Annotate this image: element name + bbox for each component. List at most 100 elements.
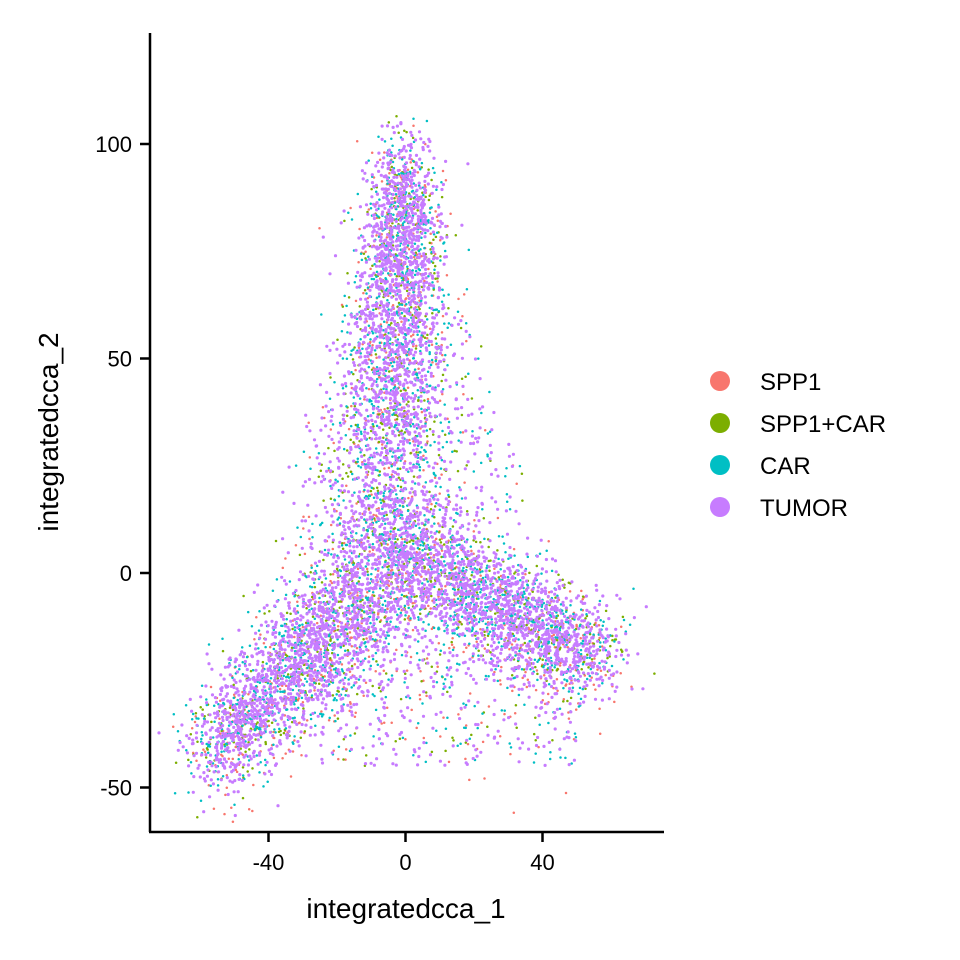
scatter-point: [355, 532, 358, 535]
scatter-point: [602, 620, 605, 623]
scatter-point: [199, 695, 203, 699]
scatter-point: [486, 455, 489, 458]
scatter-point: [329, 484, 332, 488]
scatter-point: [519, 578, 522, 582]
scatter-point: [194, 711, 198, 715]
scatter-point: [596, 668, 599, 671]
scatter-point: [291, 688, 295, 692]
scatter-point: [619, 625, 623, 629]
scatter-point: [366, 573, 370, 577]
scatter-point: [574, 708, 578, 711]
scatter-point: [432, 238, 435, 242]
scatter-point: [412, 117, 415, 121]
scatter-point: [368, 494, 372, 498]
scatter-point: [552, 643, 556, 646]
scatter-point: [456, 744, 459, 747]
scatter-point: [488, 630, 492, 633]
scatter-point: [449, 577, 453, 580]
scatter-point: [459, 431, 462, 434]
scatter-point: [434, 210, 437, 213]
scatter-point: [385, 513, 388, 517]
scatter-point: [314, 514, 318, 518]
scatter-point: [414, 625, 418, 630]
scatter-point: [189, 732, 193, 736]
scatter-point: [381, 647, 385, 651]
scatter-point: [250, 624, 254, 628]
scatter-point: [362, 291, 365, 295]
scatter-point: [598, 636, 601, 640]
scatter-point: [290, 646, 294, 650]
scatter-point: [366, 212, 370, 216]
scatter-point: [372, 611, 376, 614]
scatter-point: [432, 472, 436, 476]
scatter-point: [303, 552, 307, 556]
scatter-point: [284, 684, 288, 688]
scatter-point: [375, 660, 378, 663]
scatter-point: [416, 171, 420, 174]
scatter-point: [494, 624, 497, 627]
scatter-point: [406, 616, 410, 620]
scatter-point: [441, 373, 445, 377]
scatter-point: [520, 687, 524, 691]
scatter-point: [369, 338, 372, 341]
scatter-point: [592, 633, 595, 636]
scatter-point: [440, 187, 444, 192]
scatter-point: [443, 574, 447, 578]
scatter-point: [366, 529, 369, 533]
scatter-point: [280, 624, 283, 627]
scatter-point: [383, 140, 387, 143]
scatter-point: [439, 485, 442, 489]
scatter-point: [388, 171, 391, 175]
scatter-point: [417, 249, 421, 253]
scatter-point: [320, 710, 323, 713]
scatter-point: [414, 347, 418, 350]
scatter-point: [413, 595, 416, 599]
scatter-point: [584, 617, 587, 620]
scatter-point: [443, 629, 446, 633]
scatter-point: [430, 627, 434, 631]
scatter-point: [296, 604, 299, 608]
scatter-point: [427, 168, 430, 171]
scatter-point: [420, 410, 424, 414]
scatter-point: [464, 741, 468, 744]
scatter-point: [206, 751, 210, 755]
scatter-point: [378, 470, 382, 473]
scatter-point: [528, 639, 531, 643]
scatter-point: [407, 292, 411, 296]
scatter-point: [424, 691, 428, 694]
scatter-point: [409, 161, 412, 164]
scatter-point: [283, 579, 287, 583]
scatter-point: [446, 363, 449, 367]
scatter-point: [333, 697, 337, 700]
scatter-point: [425, 318, 429, 321]
scatter-point: [610, 664, 614, 668]
scatter-point: [470, 629, 474, 632]
scatter-point: [403, 672, 407, 675]
scatter-point: [500, 645, 503, 648]
scatter-point: [379, 323, 383, 326]
scatter-point: [577, 627, 581, 631]
scatter-point: [431, 281, 434, 284]
scatter-point: [433, 585, 436, 589]
scatter-point: [348, 631, 352, 634]
scatter-point: [334, 478, 337, 482]
scatter-point: [453, 567, 457, 570]
scatter-point: [468, 642, 471, 645]
scatter-point: [442, 294, 446, 297]
scatter-point: [604, 609, 608, 613]
scatter-point: [363, 518, 366, 521]
scatter-point: [547, 652, 551, 655]
scatter-point: [507, 716, 511, 720]
scatter-point: [509, 752, 512, 756]
scatter-point: [435, 670, 439, 673]
scatter-point: [346, 648, 350, 652]
scatter-point: [400, 477, 404, 481]
scatter-point: [395, 493, 398, 496]
scatter-point: [370, 151, 374, 154]
scatter-point: [424, 629, 427, 632]
scatter-point: [249, 669, 253, 673]
scatter-point: [390, 721, 393, 724]
scatter-point: [410, 166, 414, 170]
scatter-point: [246, 770, 249, 773]
scatter-point: [567, 717, 571, 720]
